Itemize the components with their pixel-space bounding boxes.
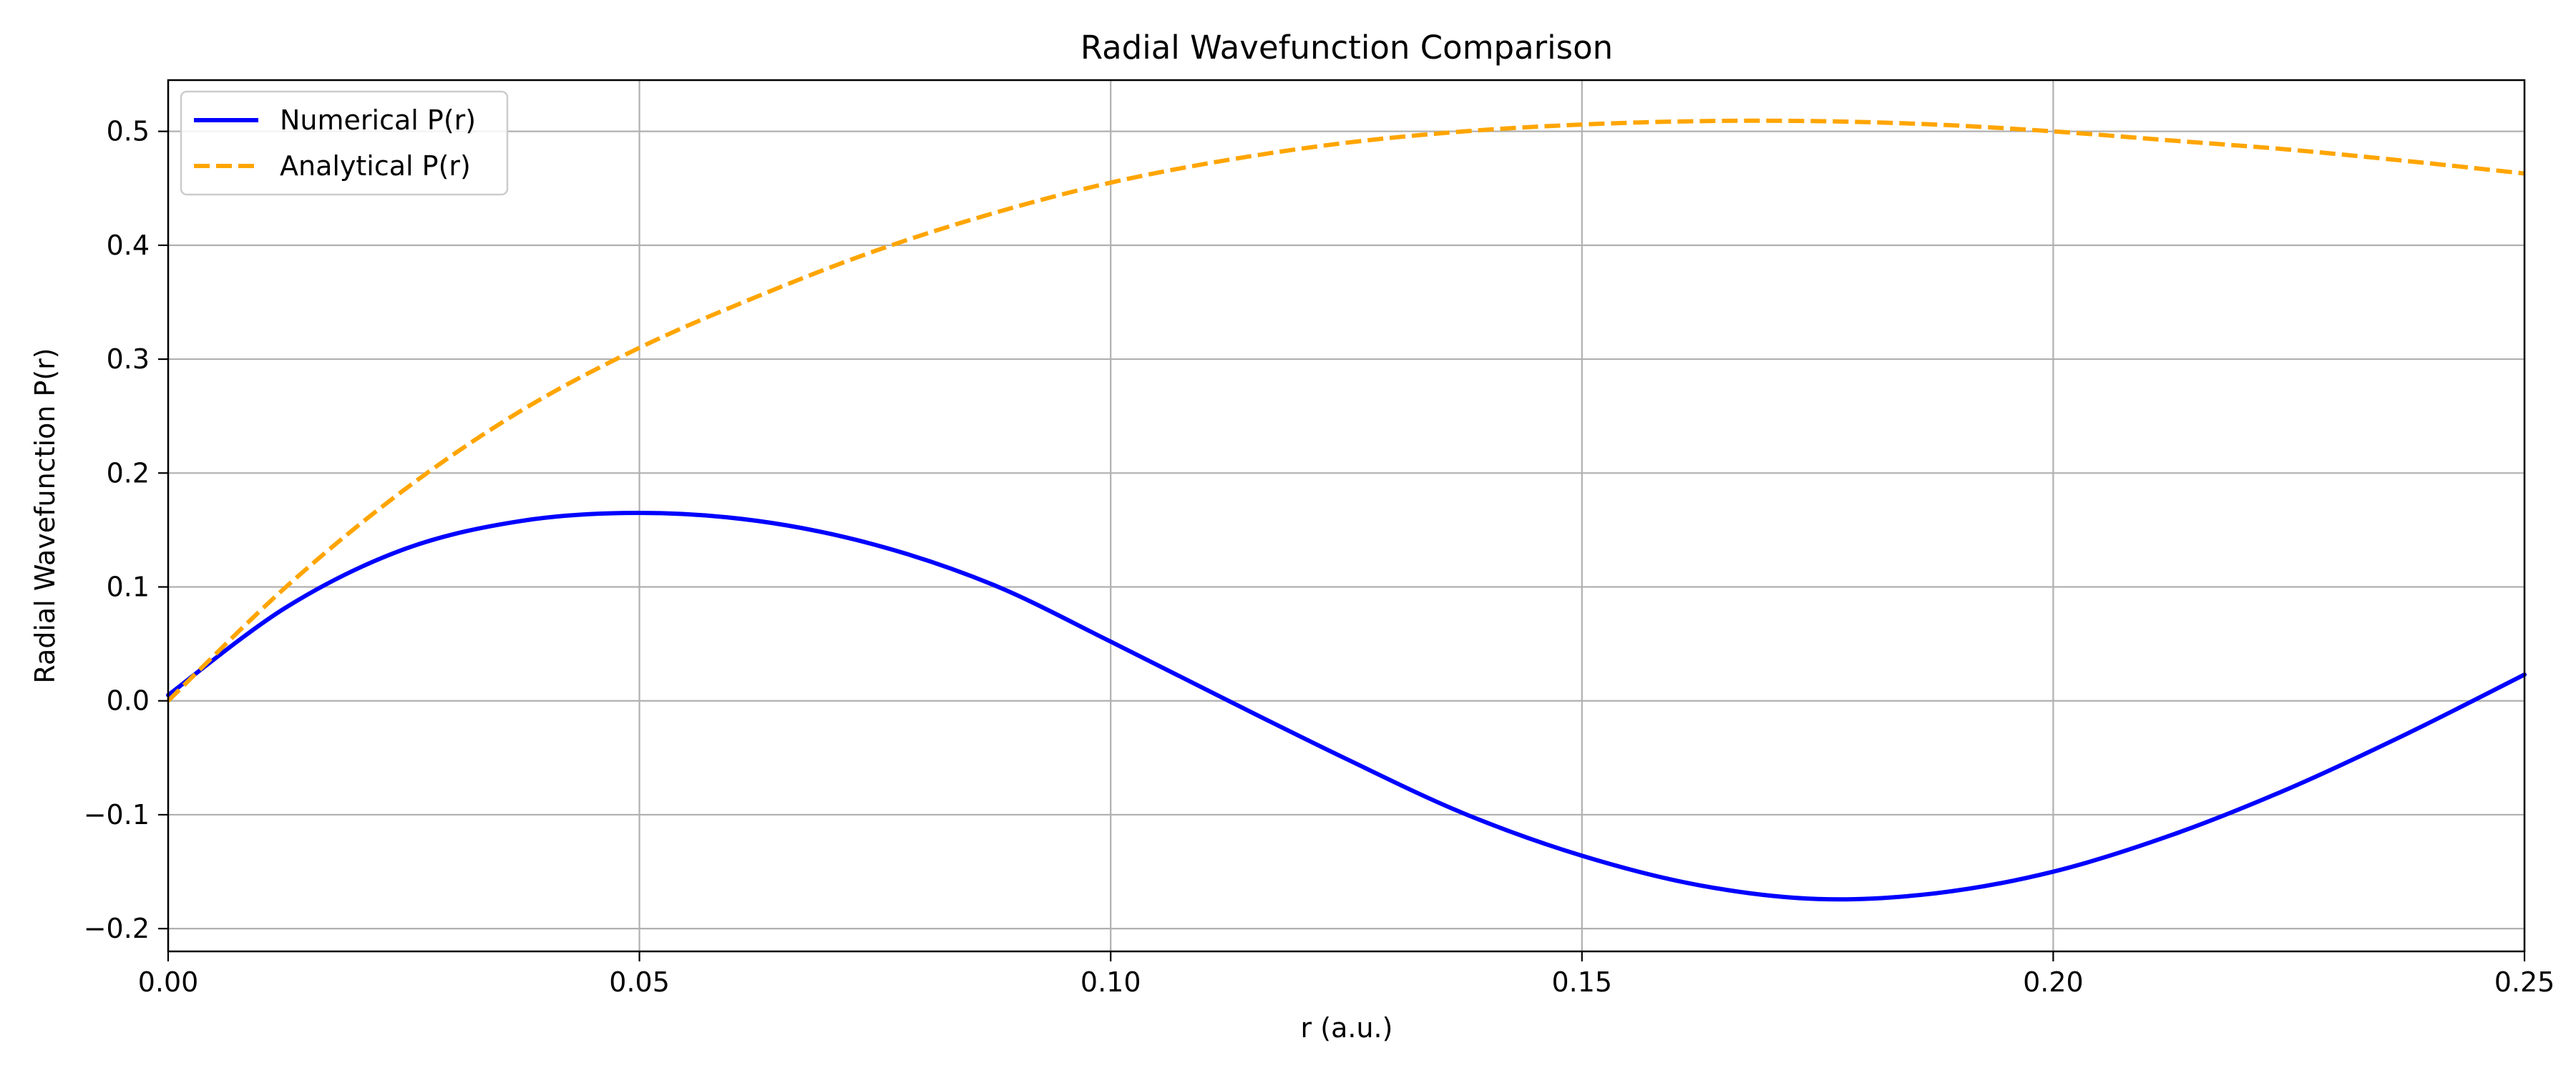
y-tick-label: 0.0 xyxy=(107,685,150,717)
grid xyxy=(167,80,2526,951)
legend-label: Analytical P(r) xyxy=(280,150,471,182)
x-tick-label: 0.00 xyxy=(138,966,199,998)
x-tick-label: 0.10 xyxy=(1080,966,1141,998)
x-axis-label: r (a.u.) xyxy=(1301,1012,1393,1044)
series-line-numerical xyxy=(166,511,2527,902)
y-tick-label: −0.1 xyxy=(84,799,150,831)
y-tick-label: 0.4 xyxy=(107,230,150,261)
legend-label: Numerical P(r) xyxy=(280,104,476,136)
x-tick-label: 0.25 xyxy=(2494,966,2555,998)
legend-box xyxy=(180,90,509,196)
plot-frame xyxy=(167,79,2526,953)
series-layer xyxy=(166,118,2527,902)
series-line-analytical xyxy=(166,118,2525,702)
y-tick-label: 0.5 xyxy=(107,116,150,147)
legend: Numerical P(r) Analytical P(r) xyxy=(180,90,509,196)
y-tick-label: −0.2 xyxy=(84,913,150,944)
x-tick-label: 0.20 xyxy=(2023,966,2084,998)
y-axis-label: Radial Wavefunction P(r) xyxy=(29,348,61,683)
axis-ticks: 0.00 0.05 0.10 0.15 0.20 0.25 −0.2 −0.1 0.0 0.1 0.… xyxy=(84,116,2555,998)
x-tick-label: 0.15 xyxy=(1551,966,1612,998)
chart-title: Radial Wavefunction Comparison xyxy=(1080,29,1613,67)
y-tick-label: 0.1 xyxy=(107,572,150,603)
x-tick-label: 0.05 xyxy=(609,966,670,998)
y-tick-label: 0.2 xyxy=(107,457,150,489)
y-tick-label: 0.3 xyxy=(107,343,150,375)
